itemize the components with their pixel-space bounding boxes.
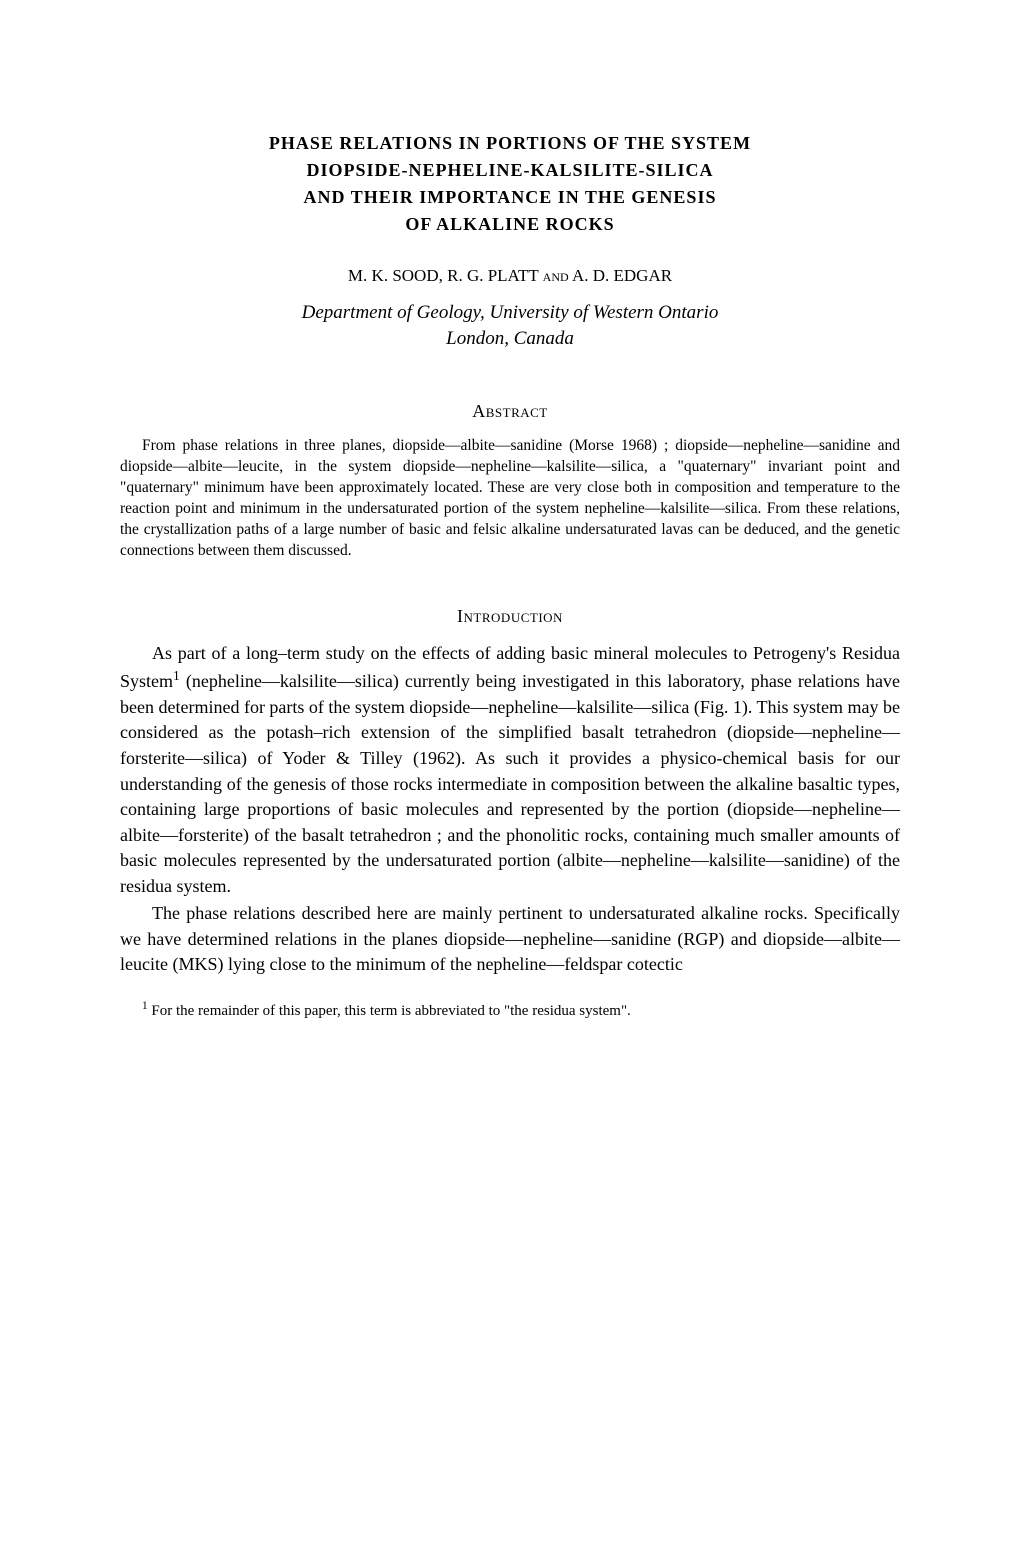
authors-text: M. K. SOOD, R. G. PLATT and A. D. EDGAR — [348, 266, 672, 285]
title-line-1: PHASE RELATIONS IN PORTIONS OF THE SYSTE… — [120, 130, 900, 157]
paper-title: PHASE RELATIONS IN PORTIONS OF THE SYSTE… — [120, 130, 900, 238]
affiliation-line-1: Department of Geology, University of Wes… — [120, 300, 900, 326]
intro-paragraph-1: As part of a long–term study on the effe… — [120, 641, 900, 899]
intro-paragraph-2: The phase relations described here are m… — [120, 901, 900, 978]
para1-part2: (nepheline—kalsilite—silica) currently b… — [120, 671, 900, 895]
abstract-heading: Abstract — [120, 401, 900, 422]
footnote-text: For the remainder of this paper, this te… — [148, 1003, 631, 1019]
abstract-body: From phase relations in three planes, di… — [120, 436, 900, 562]
introduction-heading: Introduction — [120, 606, 900, 627]
title-line-2: DIOPSIDE-NEPHELINE-KALSILITE-SILICA — [120, 157, 900, 184]
authors-line: M. K. SOOD, R. G. PLATT and A. D. EDGAR — [120, 266, 900, 286]
affiliation-block: Department of Geology, University of Wes… — [120, 300, 900, 351]
title-line-3: AND THEIR IMPORTANCE IN THE GENESIS — [120, 184, 900, 211]
affiliation-line-2: London, Canada — [120, 326, 900, 352]
footnote-1: 1 For the remainder of this paper, this … — [120, 1000, 900, 1020]
abstract-paragraph: From phase relations in three planes, di… — [120, 436, 900, 562]
title-line-4: OF ALKALINE ROCKS — [120, 211, 900, 238]
footnote-ref-1: 1 — [173, 668, 180, 683]
